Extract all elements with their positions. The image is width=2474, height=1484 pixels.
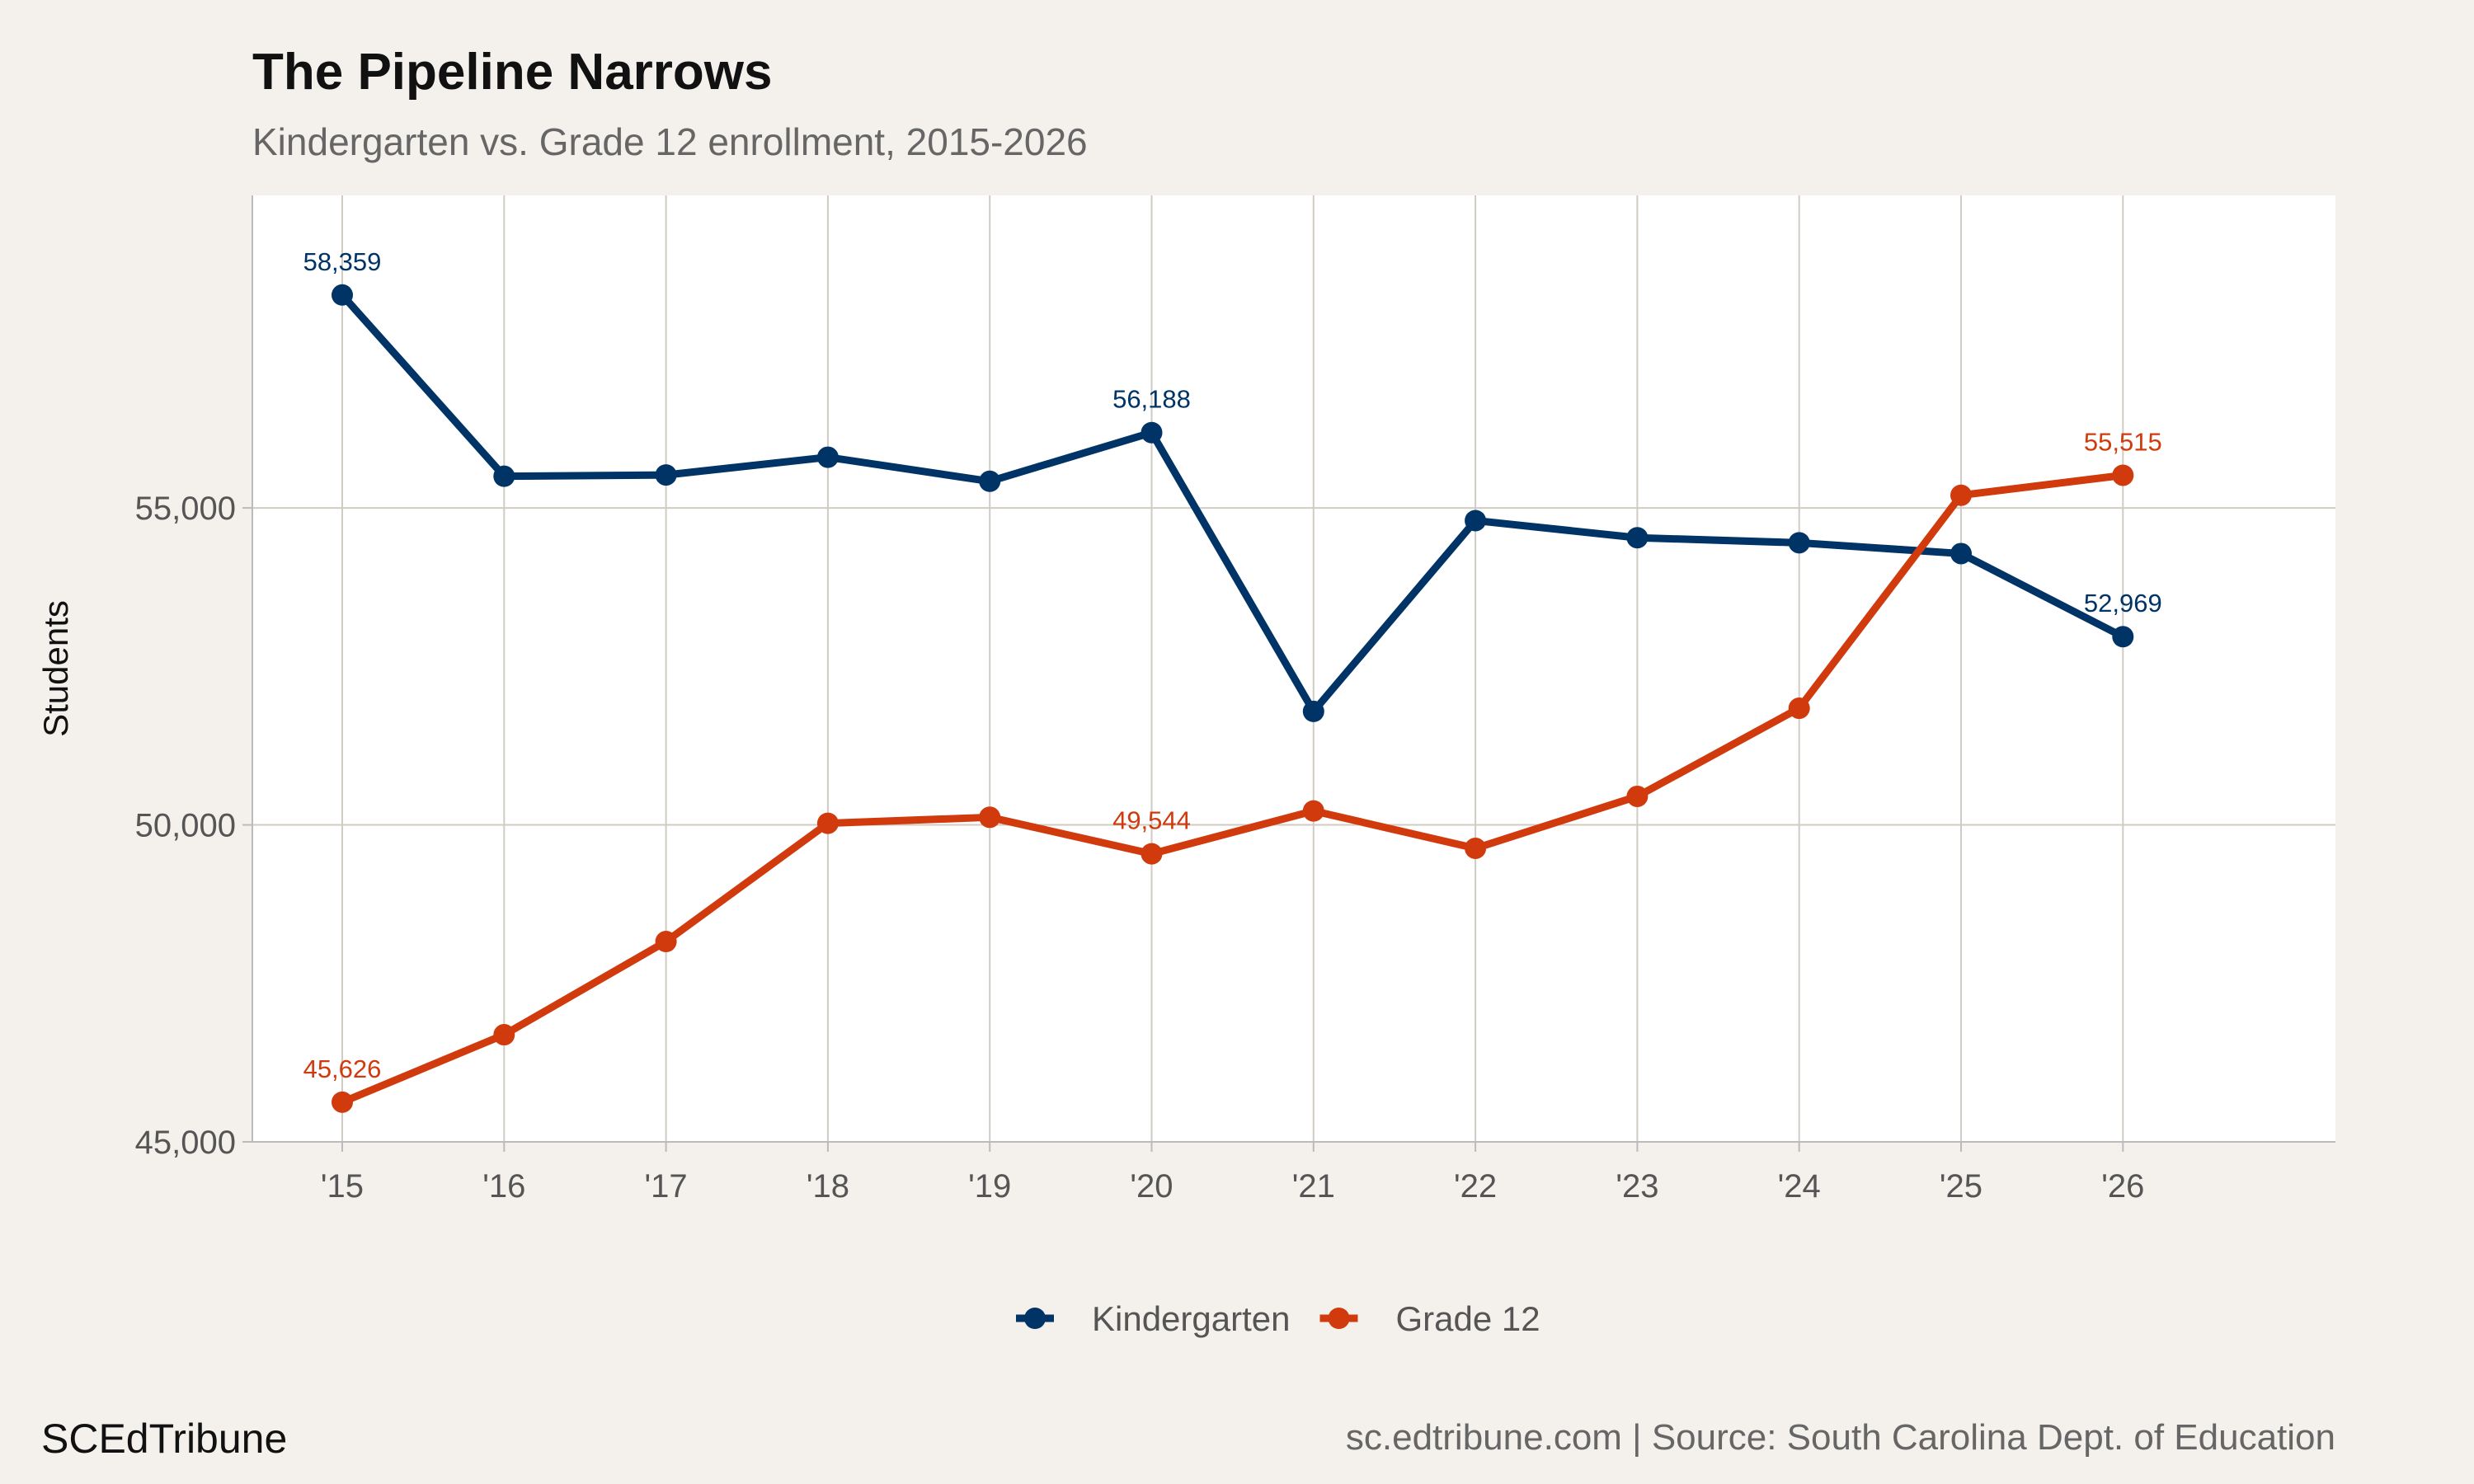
grade-12-point <box>1465 837 1487 859</box>
x-tick-label: '16 <box>482 1168 525 1205</box>
footer-source: sc.edtribune.com | Source: South Carolin… <box>1346 1417 2335 1458</box>
kindergarten-point <box>2112 626 2134 648</box>
grade-12-point <box>655 931 677 953</box>
kindergarten-point <box>493 465 515 487</box>
x-tick-label: '20 <box>1130 1168 1173 1205</box>
grade-12-line <box>341 472 2124 1106</box>
x-tick-label: '18 <box>807 1168 849 1205</box>
grade-12-point <box>816 812 839 834</box>
kindergarten-point <box>979 470 1001 492</box>
x-tick-label: '23 <box>1616 1168 1658 1205</box>
x-tick-label: '24 <box>1778 1168 1821 1205</box>
grade-12-point <box>1788 697 1810 720</box>
grade-12-point <box>1141 843 1163 865</box>
x-tick-label: '21 <box>1292 1168 1335 1205</box>
kindergarten-point <box>1302 700 1324 722</box>
grade-12-point <box>332 1091 353 1113</box>
y-axis-label: Students <box>36 600 75 737</box>
kindergarten-point <box>332 284 353 306</box>
x-tick-label: '19 <box>968 1168 1011 1205</box>
chart-subtitle: Kindergarten vs. Grade 12 enrollment, 20… <box>252 120 1088 163</box>
kindergarten-point <box>1465 510 1487 532</box>
kindergarten-point <box>816 446 839 468</box>
grade-12-data-label: 55,515 <box>2084 427 2162 456</box>
grade-12-point <box>1626 785 1649 807</box>
kindergarten-point <box>1788 532 1810 554</box>
legend-kindergarten-label: Kindergarten <box>1092 1299 1291 1338</box>
x-tick-label: '22 <box>1454 1168 1497 1205</box>
grade-12-point <box>493 1024 515 1046</box>
legend-grade-12-marker <box>1328 1308 1350 1329</box>
kindergarten-point <box>1141 421 1163 444</box>
x-tick-label: '26 <box>2101 1168 2144 1205</box>
legend-kindergarten-marker <box>1024 1308 1046 1329</box>
grade-12-point <box>979 806 1001 829</box>
y-tick-label: 45,000 <box>135 1125 236 1161</box>
kindergarten-line <box>339 292 2125 716</box>
kindergarten-point <box>1626 527 1649 549</box>
footer-brand: SCEdTribune <box>41 1416 287 1462</box>
grade-12-data-label: 49,544 <box>1112 806 1191 835</box>
chart-title: The Pipeline Narrows <box>252 44 773 101</box>
kindergarten-data-label: 56,188 <box>1112 385 1191 414</box>
kindergarten-point <box>1950 542 1972 565</box>
grade-12-point <box>1950 484 1972 506</box>
grade-12-point <box>1302 800 1324 822</box>
x-tick-label: '25 <box>1940 1168 1982 1205</box>
y-tick-label: 50,000 <box>135 808 236 844</box>
y-tick-label: 55,000 <box>135 491 236 527</box>
kindergarten-point <box>655 464 677 486</box>
kindergarten-data-label: 58,359 <box>303 247 382 276</box>
x-tick-label: '15 <box>321 1168 364 1205</box>
kindergarten-data-label: 52,969 <box>2084 589 2162 618</box>
plot-panel <box>252 195 2335 1142</box>
grade-12-point <box>2112 464 2134 486</box>
legend-grade-12-label: Grade 12 <box>1396 1299 1540 1338</box>
grade-12-data-label: 45,626 <box>303 1054 382 1083</box>
x-tick-label: '17 <box>645 1168 688 1205</box>
